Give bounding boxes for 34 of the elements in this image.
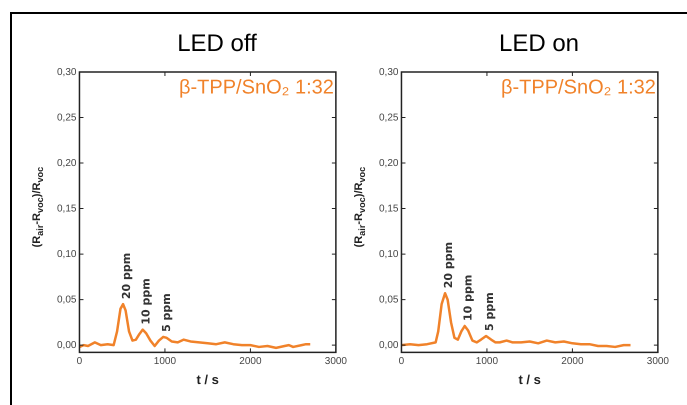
chart-title: LED on [498, 30, 580, 58]
y-tick-label: 0,00 [56, 340, 77, 351]
y-tick-label: 0,10 [56, 248, 77, 260]
y-tick-label: 0,20 [378, 158, 399, 169]
y-tick-label: 0,05 [56, 294, 77, 306]
text: β-TPP/SnO₂ 1:32 [500, 76, 656, 99]
x-tick-label: 0 [398, 356, 405, 368]
y-tick-label: 0,05 [378, 294, 399, 306]
y-tick-label: 0,10 [378, 248, 399, 260]
y-tick-label: 0,00 [378, 340, 399, 351]
y-tick-label: 0,15 [378, 203, 399, 214]
x-tick-label: 3000 [646, 356, 670, 368]
annotation: 10 ppm [140, 278, 153, 325]
x-tick-label: 2000 [561, 356, 584, 368]
x-tick-label: 2000 [239, 356, 262, 368]
annotation: 20 ppm [442, 242, 455, 288]
y-tick-label: 0,15 [56, 203, 77, 214]
x-tick-label: 0 [76, 356, 83, 368]
x-tick-label: 1000 [476, 356, 498, 368]
text: β-TPP/SnO₂ 1:32 [178, 76, 334, 99]
y-tick-label: 0,25 [56, 112, 77, 124]
y-tick-label: 0,30 [378, 66, 399, 78]
annotation: 5 ppm [482, 292, 496, 332]
x-axis-title: t / s [196, 372, 219, 387]
annotation: 20 ppm [120, 252, 133, 300]
y-tick-label: 0,25 [378, 112, 399, 124]
annotation: 10 ppm [462, 274, 475, 321]
x-axis-title: t / s [518, 372, 541, 387]
x-tick-label: 3000 [324, 356, 348, 368]
annotation: 5 ppm [160, 293, 174, 332]
y-tick-label: 0,30 [56, 66, 77, 78]
x-tick-label: 1000 [154, 356, 176, 368]
y-tick-label: 0,20 [56, 158, 77, 169]
chart-title: LED off [176, 30, 258, 58]
